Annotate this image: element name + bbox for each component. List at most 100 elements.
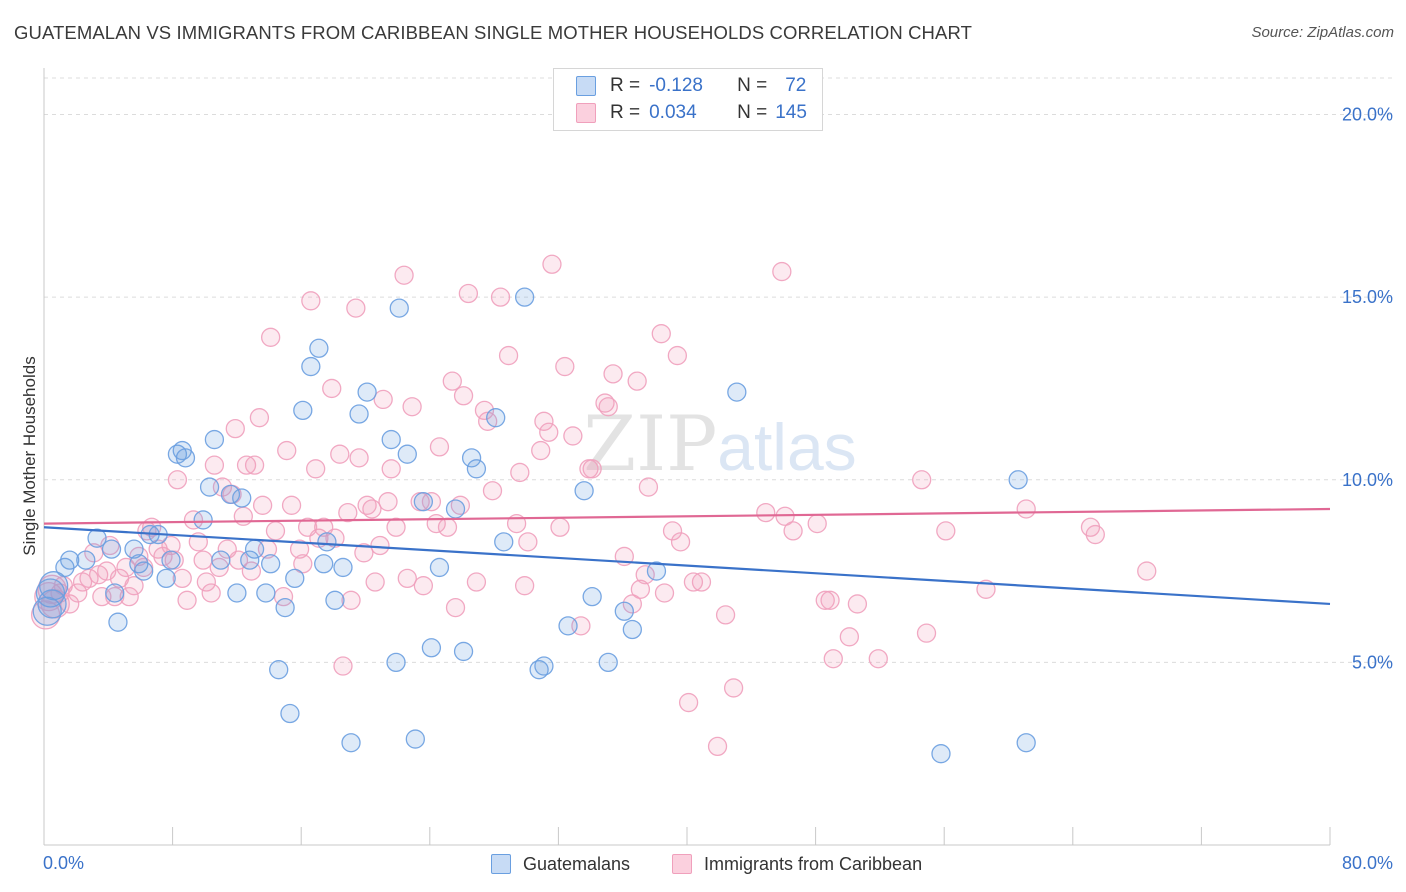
point-caribbean — [542, 254, 562, 274]
correlation-legend: R = -0.128 N = 72 R = 0.034 N = 145 — [553, 68, 823, 131]
point-caribbean — [678, 692, 699, 713]
point-caribbean — [402, 397, 422, 417]
legend-n-value: 145 — [775, 102, 807, 123]
point-caribbean — [654, 583, 675, 603]
legend-r-value: 0.034 — [649, 102, 697, 123]
y-tick-label: 5.0% — [1352, 652, 1393, 672]
point-guatemalans — [108, 612, 128, 632]
point-caribbean — [976, 579, 996, 599]
point-caribbean — [397, 568, 417, 589]
point-guatemalans — [301, 356, 321, 377]
point-caribbean — [595, 393, 615, 413]
point-guatemalans — [204, 429, 225, 450]
point-caribbean — [193, 550, 213, 570]
point-caribbean — [333, 656, 353, 676]
point-guatemalans — [314, 554, 334, 574]
point-guatemalans — [598, 652, 618, 673]
point-caribbean — [638, 477, 659, 497]
point-caribbean — [378, 492, 398, 512]
point-caribbean — [244, 455, 265, 475]
point-caribbean — [683, 572, 704, 592]
point-caribbean — [667, 345, 688, 366]
legend-r-value: -0.128 — [649, 75, 703, 96]
point-guatemalans — [76, 550, 96, 570]
x-tick-label-min: 0.0% — [43, 853, 84, 873]
chart-source: Source: ZipAtlas.com — [1251, 24, 1394, 41]
point-caribbean — [373, 389, 393, 410]
point-guatemalans — [349, 404, 369, 424]
point-guatemalans — [357, 382, 377, 402]
point-caribbean — [868, 649, 888, 669]
point-caribbean — [635, 565, 655, 585]
point-caribbean — [119, 586, 139, 607]
point-caribbean — [518, 532, 538, 552]
point-guatemalans — [421, 638, 442, 658]
point-guatemalans — [429, 557, 450, 578]
point-caribbean — [177, 590, 197, 610]
point-caribbean — [807, 513, 827, 534]
point-caribbean — [204, 455, 225, 475]
point-caribbean — [820, 590, 840, 610]
point-guatemalans — [220, 484, 241, 505]
point-guatemalans — [386, 652, 406, 673]
point-caribbean — [498, 345, 519, 366]
legend-row-caribbean: R = 0.034 N = 145 — [576, 101, 807, 125]
point-caribbean — [252, 495, 273, 515]
point-guatemalans — [1008, 470, 1028, 490]
point-guatemalans — [240, 550, 260, 570]
point-caribbean — [514, 576, 535, 596]
point-caribbean — [839, 627, 860, 647]
point-caribbean — [445, 597, 466, 618]
point-caribbean — [772, 261, 792, 282]
point-caribbean — [815, 590, 835, 610]
legend-swatch-blue — [576, 76, 596, 96]
point-caribbean — [622, 594, 642, 614]
point-guatemalans — [280, 703, 300, 724]
point-caribbean — [1016, 499, 1036, 519]
trend-line-caribbean — [43, 507, 1331, 525]
bottom-legend-swatch-blue — [491, 854, 511, 874]
point-guatemalans — [124, 539, 144, 559]
point-caribbean — [293, 554, 313, 574]
point-guatemalans — [931, 744, 951, 764]
point-caribbean — [563, 426, 583, 446]
point-guatemalans — [193, 510, 213, 530]
trend-line-guatemalans — [43, 526, 1331, 606]
legend-r-label: R = — [610, 75, 641, 96]
point-caribbean — [1085, 524, 1105, 545]
point-caribbean — [394, 265, 414, 285]
point-guatemalans — [405, 729, 425, 749]
legend-n-value: 72 — [785, 75, 807, 96]
point-guatemalans — [325, 590, 345, 610]
point-guatemalans — [413, 492, 434, 512]
point-caribbean — [756, 502, 776, 523]
bottom-legend-label: Immigrants from Caribbean — [704, 853, 923, 874]
bottom-legend-caribbean: Immigrants from Caribbean — [672, 852, 922, 876]
point-guatemalans — [105, 583, 125, 603]
point-caribbean — [912, 470, 932, 490]
point-caribbean — [338, 502, 358, 523]
point-guatemalans — [486, 408, 506, 428]
bottom-legend-label: Guatemalans — [523, 853, 631, 874]
point-guatemalans — [558, 616, 578, 636]
point-caribbean — [723, 678, 744, 698]
point-caribbean — [167, 470, 188, 490]
point-caribbean — [539, 422, 559, 442]
point-caribbean — [531, 440, 551, 461]
y-tick-label: 15.0% — [1342, 287, 1393, 307]
point-caribbean — [429, 437, 450, 457]
point-caribbean — [534, 411, 554, 431]
point-caribbean — [1137, 561, 1157, 581]
point-guatemalans — [1016, 733, 1036, 753]
point-caribbean — [715, 605, 736, 625]
point-guatemalans — [461, 448, 482, 468]
legend-n-label: N = — [737, 102, 768, 123]
point-guatemalans — [614, 601, 634, 621]
point-guatemalans — [35, 578, 66, 608]
point-caribbean — [249, 408, 270, 428]
point-guatemalans — [101, 539, 122, 559]
point-guatemalans — [232, 488, 252, 508]
point-caribbean — [651, 324, 671, 344]
point-guatemalans — [381, 429, 401, 450]
point-caribbean — [370, 535, 390, 556]
